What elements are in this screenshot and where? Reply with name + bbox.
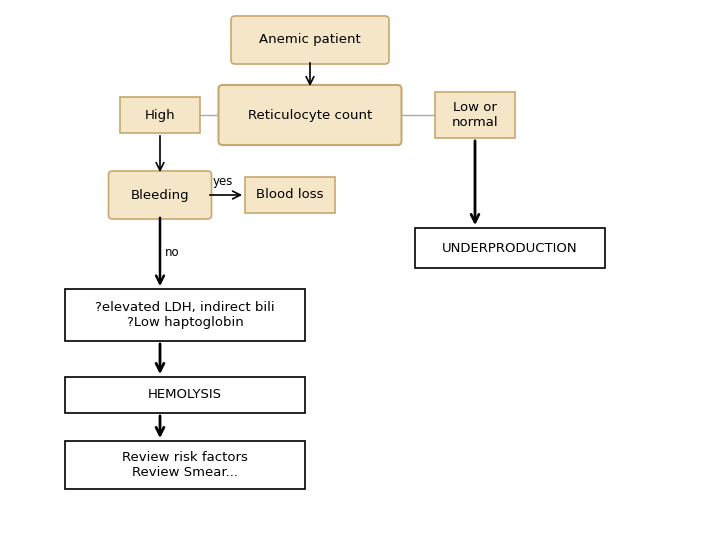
FancyBboxPatch shape: [65, 289, 305, 341]
Text: Blood loss: Blood loss: [256, 188, 324, 201]
Text: yes: yes: [213, 175, 233, 188]
Text: Review risk factors
Review Smear...: Review risk factors Review Smear...: [122, 451, 248, 479]
FancyBboxPatch shape: [65, 441, 305, 489]
Text: ?elevated LDH, indirect bili
?Low haptoglobin: ?elevated LDH, indirect bili ?Low haptog…: [95, 301, 275, 329]
FancyBboxPatch shape: [435, 92, 515, 138]
FancyBboxPatch shape: [245, 177, 335, 213]
FancyBboxPatch shape: [231, 16, 389, 64]
Text: HEMOLYSIS: HEMOLYSIS: [148, 388, 222, 402]
Text: High: High: [145, 109, 175, 122]
FancyBboxPatch shape: [65, 377, 305, 413]
Text: Low or
normal: Low or normal: [451, 101, 498, 129]
Text: Bleeding: Bleeding: [131, 188, 189, 201]
FancyBboxPatch shape: [109, 171, 212, 219]
Text: Anemic patient: Anemic patient: [259, 33, 361, 46]
FancyBboxPatch shape: [415, 228, 605, 268]
FancyBboxPatch shape: [120, 97, 200, 133]
FancyBboxPatch shape: [218, 85, 402, 145]
Text: UNDERPRODUCTION: UNDERPRODUCTION: [442, 241, 578, 254]
Text: Reticulocyte count: Reticulocyte count: [248, 109, 372, 122]
Text: no: no: [165, 246, 179, 259]
